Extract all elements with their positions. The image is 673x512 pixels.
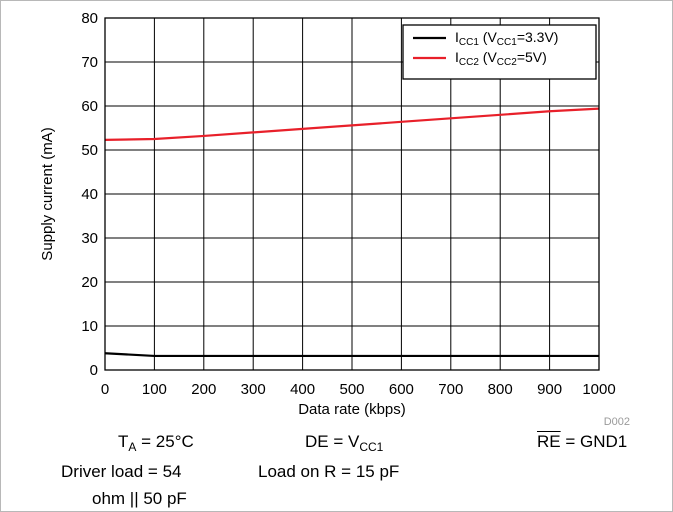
series-line-2 — [104, 107, 600, 141]
y-tick-label: 80 — [81, 10, 98, 27]
y-tick-label: 60 — [81, 98, 98, 115]
receiver-enable-condition: RE = GND1 — [537, 432, 627, 452]
driver-load-line-2: ohm || 50 pF — [92, 489, 187, 508]
figure-id: D002 — [604, 416, 630, 428]
x-tick-label: 600 — [389, 381, 414, 398]
x-tick-label: 500 — [339, 381, 364, 398]
x-tick-label: 900 — [537, 381, 562, 398]
y-axis-label: Supply current (mA) — [39, 127, 56, 260]
driver-enable-condition: DE = VCC1 — [305, 432, 384, 454]
ta-symbol: T — [118, 432, 129, 451]
de-text: DE = V — [305, 432, 360, 451]
tick-labels: 0 100 200 300 400 500 600 700 800 900 1000 0 10 20 30 4… — [81, 10, 615, 398]
x-tick-label: 200 — [191, 381, 216, 398]
y-tick-label: 70 — [81, 54, 98, 71]
x-axis-label: Data rate (kbps) — [298, 401, 406, 418]
ta-subscript: A — [128, 440, 137, 454]
x-tick-label: 1000 — [582, 381, 615, 398]
y-tick-label: 50 — [81, 142, 98, 159]
ta-value: = 25°C — [136, 432, 194, 451]
driver-load-line-1: Driver load = 54 — [61, 462, 182, 481]
x-tick-label: 0 — [101, 381, 109, 398]
series-line-1 — [104, 352, 599, 358]
re-bar-text: RE — [537, 432, 561, 451]
re-value: = GND1 — [560, 432, 628, 451]
x-tick-label: 100 — [142, 381, 167, 398]
x-tick-label: 300 — [241, 381, 266, 398]
y-tick-label: 0 — [90, 362, 98, 379]
y-tick-label: 30 — [81, 230, 98, 247]
y-tick-label: 20 — [81, 274, 98, 291]
receiver-load-condition: Load on R = 15 pF — [258, 462, 400, 481]
legend-box — [402, 24, 597, 80]
x-tick-label: 400 — [290, 381, 315, 398]
de-subscript: CC1 — [359, 440, 384, 454]
legend-label-1: ICC1 (VCC1=3.3V) — [455, 29, 558, 48]
x-tick-label: 800 — [488, 381, 513, 398]
legend-label-2: ICC2 (VCC2=5V) — [455, 49, 547, 68]
x-tick-label: 700 — [438, 381, 463, 398]
y-tick-label: 40 — [81, 186, 98, 203]
series-lines — [104, 107, 600, 358]
plot-area-border — [104, 17, 600, 371]
legend: ICC1 (VCC1=3.3V)ICC2 (VCC2=5V) — [402, 24, 597, 80]
ambient-temperature-condition: TA = 25°C — [118, 432, 194, 454]
y-tick-label: 10 — [81, 318, 98, 335]
